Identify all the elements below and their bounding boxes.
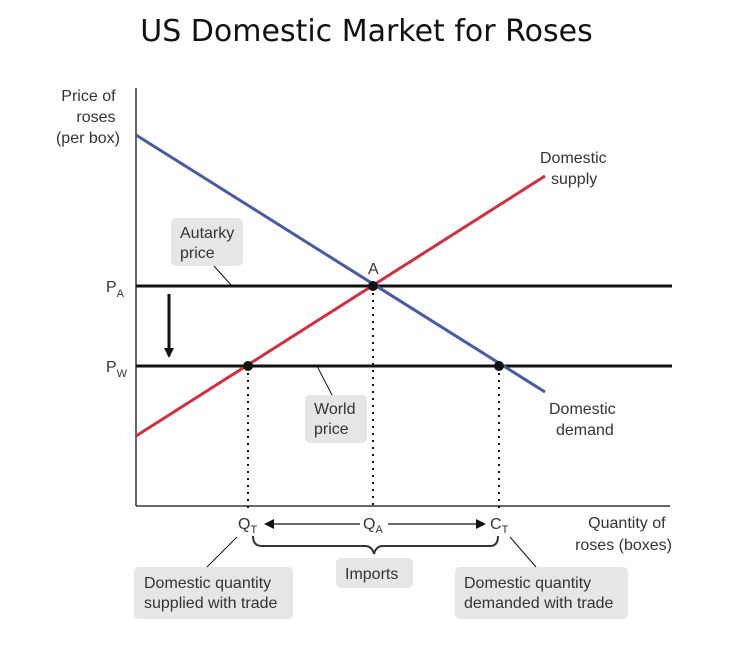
autarky-price-callout-text: Autarky price <box>180 225 239 262</box>
imports-callout <box>336 558 413 588</box>
domestic-supplied-callout-text: Domestic quantity supplied with trade <box>144 575 278 612</box>
domestic-supplied-callout <box>134 567 293 619</box>
price-label-autarky: PA <box>106 279 125 300</box>
point-a-label: A <box>368 261 379 278</box>
domestic-demanded-callout-text: Domestic quantity demanded with trade <box>464 575 614 612</box>
world-callout-pointer <box>316 365 333 396</box>
page-title: US Domestic Market for Roses <box>140 14 593 49</box>
domestic-demanded-pointer <box>509 536 537 568</box>
qt-point <box>243 361 253 371</box>
imports-brace <box>252 535 499 555</box>
supply-curve-label: Domestic supply <box>540 150 611 188</box>
quantity-label-qt: QT <box>238 516 257 536</box>
demand-curve <box>135 133 546 394</box>
y-axis-label: Price of roses (per box) <box>56 88 120 147</box>
quantity-label-qa: QA <box>363 516 383 536</box>
world-price-callout <box>305 395 367 443</box>
autarky-callout-pointer <box>213 265 233 287</box>
imports-callout-text: Imports <box>345 566 398 583</box>
price-label-world: PW <box>106 359 128 380</box>
world-price-callout-text: World price <box>314 401 360 438</box>
autarky-price-callout <box>171 218 243 266</box>
demand-curve-label: Domestic demand <box>549 401 620 439</box>
supply-curve <box>135 174 546 438</box>
domestic-supplied-pointer <box>206 536 238 568</box>
quantity-label-ct: CT <box>490 516 509 536</box>
autarky-equilibrium-point <box>368 281 378 291</box>
ct-point <box>494 361 504 371</box>
domestic-demanded-callout <box>455 567 628 619</box>
x-axis-label: Quantity of roses (boxes) <box>575 515 672 554</box>
